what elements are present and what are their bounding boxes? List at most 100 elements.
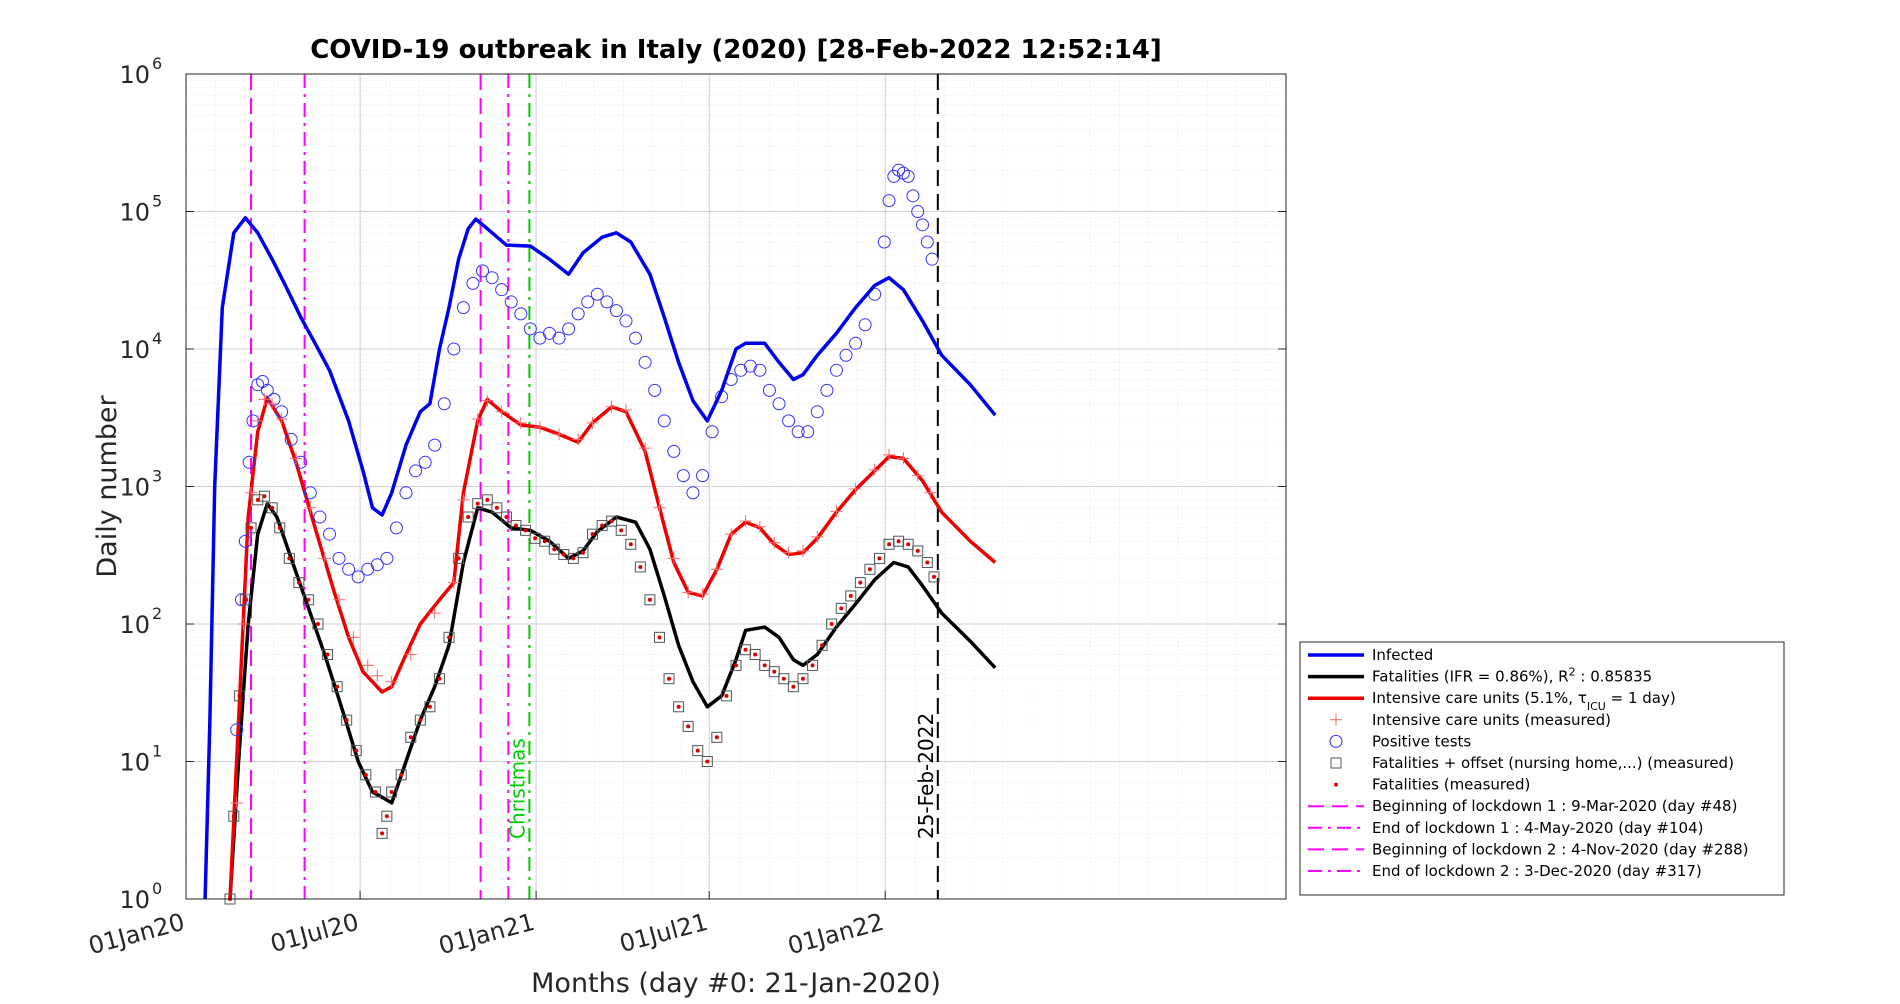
data-point [725, 528, 738, 541]
data-point [609, 519, 614, 524]
data-point [867, 567, 872, 572]
y-tick-exponent: 5 [152, 192, 162, 211]
data-point [389, 790, 394, 795]
data-point [369, 786, 381, 798]
data-point [456, 556, 461, 561]
data-point [514, 416, 527, 429]
data-point [782, 546, 795, 559]
data-point [932, 574, 936, 579]
data-point [380, 551, 394, 565]
data-point [801, 425, 815, 439]
data-point [753, 363, 767, 377]
data-point [686, 486, 700, 500]
data-point [916, 218, 930, 232]
data-point [577, 547, 589, 559]
data-point [495, 405, 508, 418]
data-point [274, 522, 286, 534]
data-point [912, 545, 924, 557]
data-point [897, 452, 910, 465]
x-tick-label: 01Jul21 [617, 908, 711, 958]
data-point [829, 622, 834, 626]
data-point [854, 577, 866, 589]
data-point [657, 414, 671, 428]
data-point [318, 552, 331, 565]
data-point [344, 718, 349, 723]
data-point [504, 295, 518, 309]
data-point [453, 552, 465, 564]
data-point [258, 393, 271, 406]
data-point [911, 469, 924, 482]
data-point [686, 724, 691, 729]
data-point [606, 515, 618, 527]
data-point [753, 652, 758, 657]
data-point [316, 622, 320, 626]
data-point [638, 355, 652, 369]
data-point [667, 444, 681, 458]
data-point [692, 745, 704, 757]
data-point [571, 556, 576, 561]
data-point [234, 593, 248, 607]
y-tick-exponent: 1 [152, 742, 162, 761]
data-point [928, 571, 940, 583]
legend-text-part: Intensive care units (5.1%, τ [1372, 689, 1587, 707]
data-point [520, 524, 532, 536]
legend-text-part: 2 [1569, 665, 1576, 678]
data-point [380, 831, 385, 836]
y-tick-exponent: 6 [152, 54, 162, 73]
data-point [911, 205, 925, 218]
data-point [351, 570, 365, 584]
data-point [542, 326, 556, 340]
data-point [275, 412, 288, 425]
data-point [433, 673, 445, 685]
legend-box [1299, 641, 1785, 896]
data-point [252, 494, 264, 506]
data-point [730, 659, 742, 671]
data-point [354, 748, 359, 753]
data-point [514, 307, 528, 321]
data-point [762, 663, 767, 668]
data-point [605, 400, 618, 413]
data-point [304, 501, 317, 514]
data-point [485, 271, 499, 285]
legend-swatch [1334, 782, 1338, 787]
data-point [791, 425, 805, 439]
data-point [491, 502, 503, 514]
legend-entry-10: End of lockdown 2 : 3-Dec-2020 (day #317… [1372, 862, 1702, 880]
data-point [644, 594, 656, 606]
data-point [753, 520, 766, 533]
data-point [303, 486, 317, 500]
data-point [849, 336, 863, 350]
data-point [418, 455, 432, 469]
data-point [325, 652, 330, 657]
data-point [238, 534, 252, 548]
data-point [924, 486, 937, 499]
data-point [494, 505, 499, 510]
data-point [428, 607, 441, 620]
data-point [373, 790, 378, 795]
data-point [361, 659, 374, 672]
series-0 [203, 216, 997, 900]
data-point [696, 469, 710, 483]
series-3 [230, 393, 937, 809]
data-point [619, 314, 633, 328]
vline-label: 25-Feb-2022 [914, 713, 938, 839]
data-point [553, 428, 566, 441]
data-point [734, 363, 748, 377]
data-point [810, 663, 815, 668]
data-point [590, 287, 604, 301]
data-point [447, 576, 460, 589]
legend-entry-7: Beginning of lockdown 1 : 9-Mar-2020 (da… [1372, 797, 1737, 815]
data-point [404, 648, 417, 661]
data-point [237, 618, 250, 630]
data-point [663, 673, 675, 685]
data-point [332, 551, 346, 565]
data-point [342, 562, 356, 576]
data-point [360, 769, 372, 781]
data-point [552, 331, 566, 345]
data-point [714, 735, 719, 740]
data-point [781, 676, 786, 681]
data-point [848, 593, 853, 598]
data-point [266, 397, 279, 410]
data-point [896, 539, 901, 544]
